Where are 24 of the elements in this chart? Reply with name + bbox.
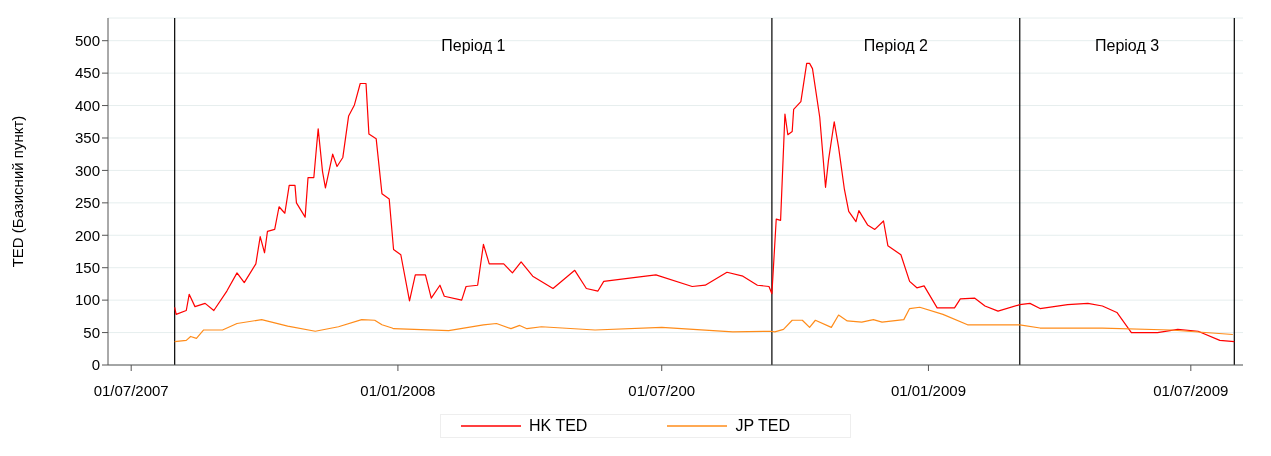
y-tick-label: 100: [74, 291, 100, 309]
legend-label: JP TED: [735, 417, 790, 435]
y-tick-label: 50: [83, 323, 100, 341]
x-tick-label: 01/01/2008: [360, 381, 436, 399]
line-series: [174, 62, 1235, 343]
y-tick-label: 450: [74, 64, 100, 82]
legend-label: HK TED: [529, 417, 588, 435]
y-tick-label: 300: [74, 161, 100, 179]
y-tick-label: 0: [91, 356, 100, 374]
x-tick-label: 01/01/2009: [890, 381, 966, 399]
x-tick-label: 01/07/200: [628, 381, 696, 399]
y-tick-label: 350: [74, 129, 100, 147]
y-tick-label: 500: [74, 32, 100, 50]
x-tick-label: 01/07/2009: [1153, 381, 1229, 399]
y-tick-label: 250: [74, 194, 100, 212]
y-tick-label: 150: [74, 259, 100, 277]
x-tick-label: 01/07/2007: [93, 381, 169, 399]
annotation: Період 2: [863, 37, 928, 55]
annotation: Період 3: [1095, 37, 1160, 55]
y-axis-title: TED (Базисний пункт): [9, 115, 27, 268]
y-tick-label: 400: [74, 96, 100, 114]
y-tick-label: 200: [74, 226, 100, 244]
line-series: [174, 306, 1234, 343]
annotation: Період 1: [441, 37, 506, 55]
